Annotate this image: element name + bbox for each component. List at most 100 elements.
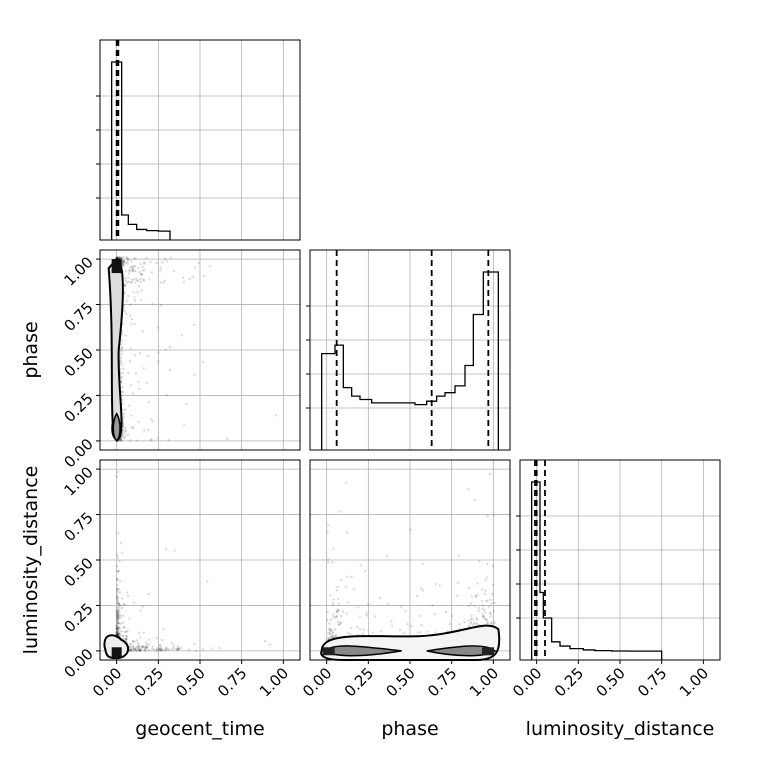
scatter-point: [115, 624, 118, 627]
scatter-point: [116, 615, 120, 618]
scatter-point: [116, 596, 119, 600]
scatter-point: [145, 645, 148, 649]
scatter-point: [185, 402, 188, 406]
scatter-point: [162, 627, 165, 631]
panels-layer: 0.00 0.25 0.50 0.75 1.000.000.250.500.751.00…: [60, 39, 721, 700]
contour-core-bottom: [112, 412, 121, 442]
scatter-point: [210, 647, 213, 650]
scatter-point: [119, 541, 123, 545]
scatter-point: [165, 394, 169, 397]
scatter-point: [175, 647, 178, 651]
scatter-point: [116, 612, 120, 616]
scatter-point: [129, 383, 133, 387]
scatter-point: [125, 256, 128, 259]
scatter-point: [139, 649, 142, 652]
scatter-point: [121, 614, 125, 617]
scatter-point: [121, 431, 124, 434]
scatter-point: [142, 367, 145, 370]
scatter-point: [176, 645, 180, 648]
scatter-point: [126, 276, 130, 279]
scatter-point: [159, 649, 162, 652]
scatter-point: [117, 604, 121, 608]
contour-inner-right: [426, 645, 497, 657]
scatter-point: [124, 637, 128, 640]
scatter-point: [481, 613, 485, 616]
tick-label-x: 0.75: [424, 664, 460, 700]
scatter-point: [410, 625, 413, 628]
scatter-point: [118, 580, 122, 583]
scatter-point: [373, 615, 377, 618]
scatter-point: [119, 359, 122, 363]
scatter-point: [129, 347, 132, 350]
scatter-point: [202, 274, 206, 278]
scatter-point: [175, 648, 178, 651]
scatter-point: [268, 643, 272, 646]
scatter-point: [485, 576, 489, 579]
scatter-point: [122, 634, 125, 638]
scatter-point: [137, 387, 141, 391]
scatter-point: [474, 594, 477, 597]
scatter-point: [486, 515, 489, 518]
scatter-point: [478, 559, 481, 563]
scatter-point: [138, 649, 141, 652]
scatter-point: [329, 629, 332, 632]
scatter-point: [334, 628, 337, 631]
scatter-point: [115, 614, 118, 617]
scatter-point: [117, 570, 120, 573]
scatter-point: [128, 439, 132, 442]
scatter-point: [355, 625, 359, 629]
scatter-point: [117, 611, 120, 614]
scatter-point: [143, 647, 146, 651]
scatter-point: [171, 647, 174, 651]
scatter-point: [130, 425, 134, 429]
scatter-point: [125, 634, 128, 638]
scatter-point: [116, 627, 119, 630]
scatter-point: [328, 631, 331, 634]
scatter-point: [117, 627, 120, 630]
scatter-point: [339, 622, 342, 625]
scatter-point: [115, 610, 119, 614]
scatter-point: [379, 630, 383, 633]
scatter-point: [143, 262, 146, 265]
scatter-point: [386, 554, 389, 557]
scatter-point: [119, 616, 122, 620]
scatter-point: [118, 256, 122, 259]
scatter-point: [125, 281, 129, 284]
scatter-point: [415, 594, 419, 598]
scatter-point: [126, 630, 129, 633]
scatter-point: [475, 618, 479, 621]
scatter-point: [115, 618, 119, 622]
scatter-point: [341, 610, 345, 613]
scatter-point: [131, 392, 135, 395]
scatter-point: [117, 609, 121, 612]
scatter-point: [159, 647, 162, 651]
scatter-point: [116, 628, 119, 632]
scatter-point: [329, 629, 332, 633]
scatter-point: [130, 260, 133, 263]
scatter-point: [331, 632, 334, 635]
scatter-point: [124, 279, 128, 282]
scatter-point: [128, 404, 131, 407]
scatter-point: [125, 637, 128, 640]
scatter-point: [116, 632, 120, 636]
scatter-point: [492, 513, 496, 517]
scatter-point: [115, 631, 119, 634]
scatter-point: [118, 560, 121, 563]
scatter-point: [488, 472, 492, 476]
tick-label-x: 0.50: [382, 664, 418, 700]
scatter-point: [188, 277, 191, 281]
scatter-point: [142, 645, 145, 648]
scatter-point: [366, 603, 370, 606]
scatter-point: [117, 587, 120, 591]
scatter-point: [471, 623, 475, 626]
scatter-point: [121, 263, 125, 266]
scatter-point: [115, 613, 119, 617]
scatter-point: [121, 262, 124, 265]
scatter-point: [158, 648, 162, 651]
scatter-point: [335, 589, 338, 592]
scatter-point: [115, 632, 118, 636]
scatter-point: [116, 256, 119, 259]
scatter-point: [116, 617, 120, 621]
scatter-point: [116, 621, 119, 625]
scatter-point: [135, 649, 138, 652]
